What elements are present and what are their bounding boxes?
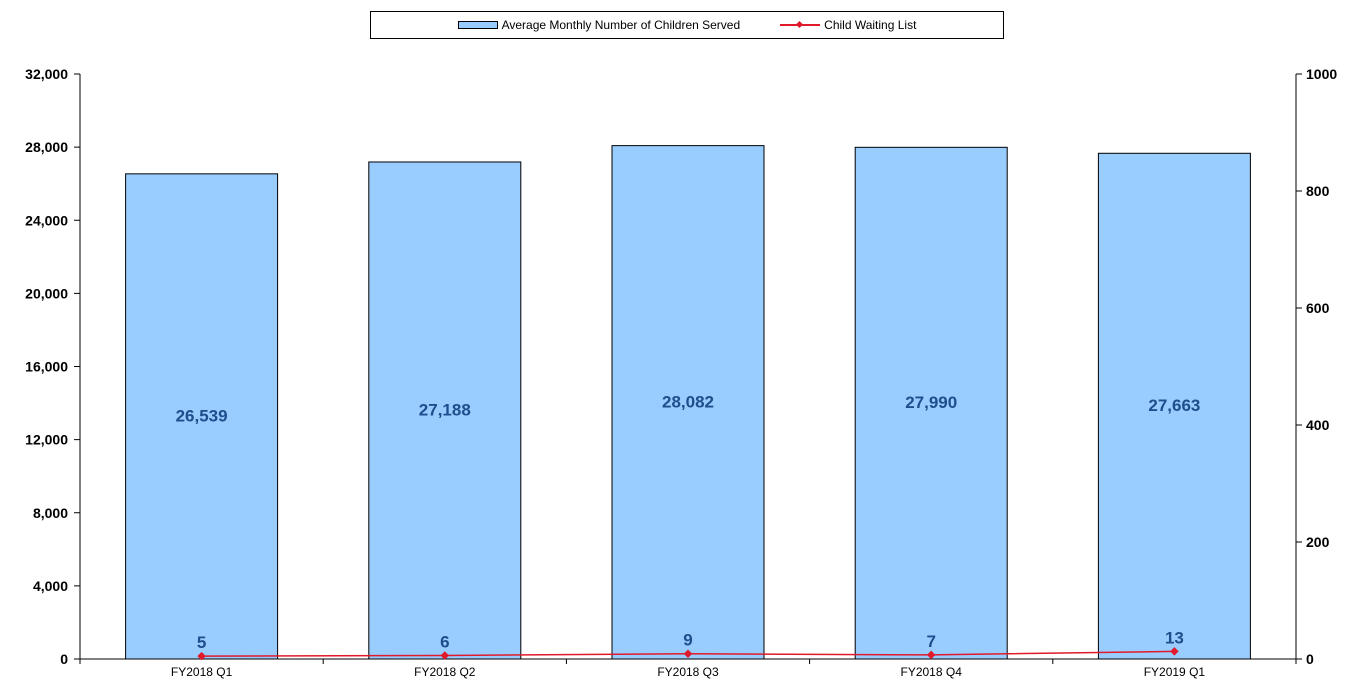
y-right-tick-label: 800	[1306, 183, 1330, 199]
y-left-tick-label: 16,000	[25, 359, 68, 375]
y-right-tick-label: 200	[1306, 534, 1330, 550]
y-left-tick-label: 12,000	[25, 432, 68, 448]
x-tick-label: FY2018 Q3	[657, 665, 719, 679]
line-value-label: 5	[197, 633, 206, 652]
y-right-tick-label: 1000	[1306, 66, 1337, 82]
y-left-tick-label: 28,000	[25, 139, 68, 155]
waiting-list-point-4	[926, 650, 936, 660]
bar-4	[854, 146, 1008, 660]
bar-2	[368, 161, 522, 660]
bar-3	[611, 145, 765, 660]
x-tick-label: FY2018 Q2	[414, 665, 476, 679]
x-tick-label: FY2018 Q4	[901, 665, 963, 679]
bar-value-label: 27,663	[1148, 396, 1200, 415]
y-left-tick-label: 4,000	[33, 578, 68, 594]
waiting-list-point-5	[1170, 647, 1179, 656]
x-tick-label: FY2018 Q1	[171, 665, 233, 679]
bar-value-label: 26,539	[176, 406, 228, 425]
legend: Average Monthly Number of Children Serve…	[370, 11, 1004, 39]
x-tick-label: FY2019 Q1	[1144, 665, 1206, 679]
y-left-tick-label: 0	[60, 651, 68, 667]
line-value-label: 9	[683, 631, 692, 650]
line-value-label: 13	[1165, 628, 1184, 647]
line-value-label: 7	[926, 632, 935, 651]
bar-value-label: 27,990	[905, 393, 957, 412]
legend-swatch-line	[780, 21, 821, 29]
y-right-tick-label: 0	[1306, 651, 1314, 667]
bar-value-label: 27,188	[419, 400, 471, 419]
legend-item-waiting-list: Child Waiting List	[780, 18, 916, 32]
y-left-tick-label: 20,000	[25, 285, 68, 301]
line-value-label: 6	[440, 632, 449, 651]
waiting-list-point-2	[440, 651, 450, 660]
y-right-tick-label: 400	[1306, 417, 1330, 433]
legend-item-children-served: Average Monthly Number of Children Serve…	[457, 18, 741, 32]
y-left-tick-label: 8,000	[33, 505, 68, 521]
bar-1	[125, 173, 279, 660]
y-left-tick-label: 24,000	[25, 212, 68, 228]
legend-swatch-bar	[457, 21, 498, 29]
y-right-tick-label: 600	[1306, 300, 1330, 316]
legend-label-waiting-list: Child Waiting List	[824, 18, 917, 32]
bar-value-label: 28,082	[662, 392, 714, 411]
bar-5	[1097, 152, 1251, 660]
y-left-tick-label: 32,000	[25, 66, 68, 82]
waiting-list-point-3	[683, 649, 693, 658]
legend-label-children-served: Average Monthly Number of Children Serve…	[501, 18, 741, 32]
